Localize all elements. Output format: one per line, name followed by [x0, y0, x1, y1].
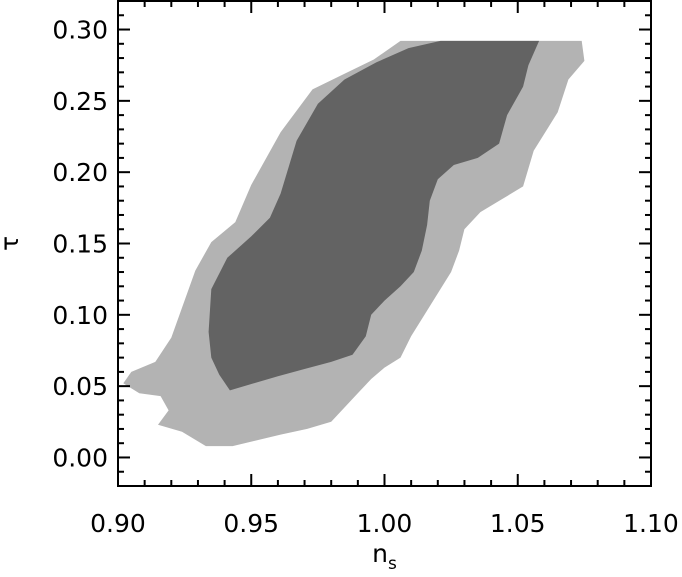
x-axis-label-subscript: s [388, 554, 397, 574]
x-tick-label: 1.10 [623, 509, 679, 538]
y-tick-label: 0.25 [52, 87, 108, 116]
x-tick-label: 0.95 [223, 509, 279, 538]
y-tick-label: 0.10 [52, 301, 108, 330]
x-tick-label: 1.05 [490, 509, 546, 538]
y-tick-label: 0.05 [52, 372, 108, 401]
y-tick-label: 0.30 [52, 16, 108, 45]
y-tick-label: 0.20 [52, 158, 108, 187]
y-tick-label: 0.00 [52, 443, 108, 472]
y-axis-label: τ [0, 236, 24, 251]
contour-region-inner [208, 40, 540, 391]
contour-regions [123, 40, 585, 447]
x-tick-label: 0.90 [90, 509, 146, 538]
y-tick-label: 0.15 [52, 230, 108, 259]
x-axis-label: ns [372, 539, 397, 574]
x-tick-label: 1.00 [357, 509, 413, 538]
plot-frame [117, 0, 652, 487]
y-ticks: 0.00 0.05 0.10 0.15 0.20 0.25 0.30 [52, 0, 651, 487]
x-axis-label-main: n [372, 539, 388, 568]
x-ticks: 0.90 0.95 1.00 1.05 1.10 [90, 1, 679, 538]
